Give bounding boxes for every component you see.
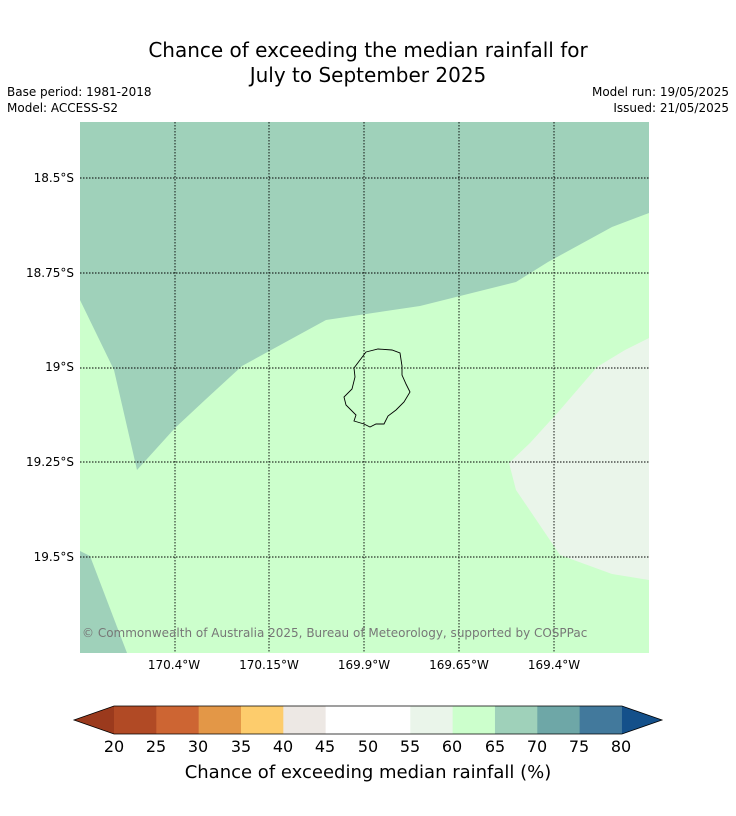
lon-tick-169-9: 169.9°W — [337, 658, 391, 672]
niue-coastline — [343, 348, 411, 428]
colorbar-segment-2 — [198, 706, 242, 734]
colorbar-tick-65: 65 — [484, 737, 506, 756]
copyright-notice: © Commonwealth of Australia 2025, Bureau… — [82, 626, 588, 640]
colorbar-tick-60: 60 — [441, 737, 463, 756]
colorbar-tick-20: 20 — [103, 737, 125, 756]
colorbar-segment-3 — [240, 706, 284, 734]
colorbar-tick-45: 45 — [314, 737, 336, 756]
model-name: Model: ACCESS-S2 — [7, 101, 119, 115]
colorbar-under-arrow — [74, 706, 114, 734]
colorbar-segment-10 — [537, 706, 581, 734]
lon-tick-170-15: 170.15°W — [239, 658, 299, 672]
lon-tick-169-4: 169.4°W — [527, 658, 581, 672]
issued-date: Issued: 21/05/2025 — [613, 101, 729, 115]
colorbar-segment-5 — [325, 706, 369, 734]
title-line-1: Chance of exceeding the median rainfall … — [148, 38, 588, 62]
colorbar-tick-25: 25 — [145, 737, 167, 756]
chart-title: Chance of exceeding the median rainfall … — [0, 38, 736, 88]
colorbar-tick-50: 50 — [357, 737, 379, 756]
colorbar-tick-80: 80 — [610, 737, 632, 756]
title-line-2: July to September 2025 — [249, 63, 487, 87]
map-area — [80, 122, 649, 653]
colorbar-tick-70: 70 — [526, 737, 548, 756]
colorbar-segment-8 — [452, 706, 496, 734]
colorbar-segment-0 — [114, 706, 157, 734]
region-65-70-southwest — [80, 551, 127, 653]
meta-left: Base period: 1981-2018 Model: ACCESS-S2 — [7, 84, 152, 116]
model-run: Model run: 19/05/2025 — [591, 85, 729, 99]
meta-right: Model run: 19/05/2025 Issued: 21/05/2025 — [592, 84, 729, 116]
lon-tick-169-65: 169.65°W — [429, 658, 489, 672]
colorbar-tick-35: 35 — [230, 737, 252, 756]
lat-tick-18-75: 18.75°S — [26, 266, 74, 280]
region-65-70-north — [80, 122, 649, 470]
colorbar-segment-11 — [579, 706, 623, 734]
colorbar-tick-40: 40 — [272, 737, 294, 756]
lat-tick-19-25: 19.25°S — [26, 455, 74, 469]
lat-tick-19: 19°S — [45, 360, 74, 374]
lon-tick-170-4: 170.4°W — [147, 658, 201, 672]
colorbar-segment-9 — [494, 706, 538, 734]
graticule — [80, 122, 649, 653]
colorbar-tick-55: 55 — [399, 737, 421, 756]
colorbar-segment-7 — [410, 706, 454, 734]
colorbar-segment-6 — [367, 706, 411, 734]
lat-tick-18-5: 18.5°S — [33, 171, 74, 185]
colorbar-tick-30: 30 — [187, 737, 209, 756]
colorbar — [72, 705, 664, 735]
base-period: Base period: 1981-2018 — [7, 85, 152, 99]
colorbar-over-arrow — [621, 706, 662, 734]
region-55-60-east — [509, 338, 649, 580]
colorbar-label: Chance of exceeding median rainfall (%) — [184, 762, 552, 783]
colorbar-segment-1 — [156, 706, 200, 734]
lat-tick-19-5: 19.5°S — [33, 550, 74, 564]
colorbar-outline — [72, 705, 664, 735]
colorbar-tick-75: 75 — [568, 737, 590, 756]
colorbar-segment-4 — [283, 706, 327, 734]
